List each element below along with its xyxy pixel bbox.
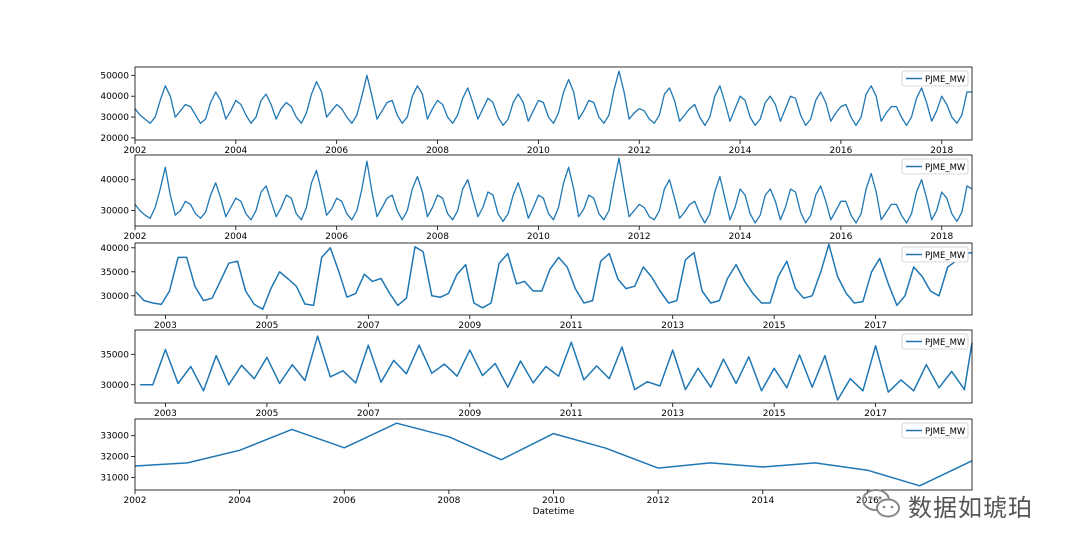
x-tick-label: 2015 — [763, 321, 786, 331]
series-line — [135, 243, 973, 310]
x-tick-label: 2014 — [751, 496, 774, 506]
y-tick-label: 40000 — [100, 92, 129, 102]
x-tick-label: 2005 — [255, 409, 278, 419]
x-tick-label: 2014 — [729, 146, 752, 156]
legend-box — [901, 158, 969, 175]
plot-frame — [134, 66, 973, 141]
x-tick-label: 2003 — [154, 321, 177, 331]
y-tick-label: 30000 — [100, 292, 129, 302]
legend: PJME_MW — [901, 158, 969, 175]
x-tick-label: 2012 — [628, 146, 651, 156]
x-tick-label: 2010 — [527, 146, 550, 156]
x-tick-label: 2002 — [124, 496, 147, 506]
x-tick-label: 2010 — [527, 232, 550, 242]
plot-frame — [134, 329, 973, 404]
series-line — [134, 422, 973, 487]
y-tick-label: 33000 — [100, 432, 129, 442]
watermark: 数据如琥珀 — [860, 486, 1060, 526]
x-tick-label: 2016 — [829, 232, 852, 242]
legend-label: PJME_MW — [925, 251, 966, 261]
x-tick-label: 2008 — [426, 146, 449, 156]
x-tick-label: 2017 — [864, 321, 887, 331]
x-tick-label: 2018 — [930, 146, 953, 156]
legend: PJME_MW — [901, 422, 969, 439]
y-tick-label: 40000 — [100, 244, 129, 254]
legend-box — [901, 246, 969, 263]
x-tick-label: 2016 — [856, 496, 879, 506]
legend-label: PJME_MW — [925, 163, 966, 173]
y-tick-label: 31000 — [100, 473, 129, 483]
x-tick-label: 2004 — [228, 496, 251, 506]
x-tick-label: 2011 — [560, 409, 583, 419]
wechat-icon — [862, 489, 900, 518]
series-line — [134, 157, 973, 224]
y-tick-label: 35000 — [100, 350, 129, 360]
plot-frame — [134, 154, 973, 227]
series-line — [140, 335, 973, 401]
x-tick-label: 2012 — [628, 232, 651, 242]
y-tick-label: 32000 — [100, 453, 129, 463]
legend: PJME_MW — [901, 246, 969, 263]
x-tick-label: 2002 — [124, 146, 147, 156]
y-tick-label: 35000 — [100, 268, 129, 278]
legend-box — [901, 70, 969, 87]
x-tick-label: 2003 — [154, 409, 177, 419]
plot-frame — [134, 418, 973, 491]
subplot-3: 2003 2005 2007 2009 2011 2013 2015 2017 30000 350… — [100, 242, 973, 331]
subplot-1: 2002 2004 2006 2008 2010 2012 2014 2016 2018 2000… — [100, 66, 973, 156]
y-tick-label: 30000 — [100, 207, 129, 217]
x-tick-label: 2015 — [763, 409, 786, 419]
subplot-2: 2002 2004 2006 2008 2010 2012 2014 2016 2018 3000… — [100, 154, 973, 242]
y-tick-label: 30000 — [100, 381, 129, 391]
y-tick-label: 20000 — [100, 134, 129, 144]
subplot-5: 2002 2004 2006 2008 2010 2012 2014 2016 31000 320… — [100, 418, 973, 517]
x-tick-label: 2009 — [458, 409, 481, 419]
x-tick-label: 2018 — [930, 232, 953, 242]
x-tick-label: 2007 — [357, 321, 380, 331]
x-tick-label: 2004 — [224, 232, 247, 242]
legend: PJME_MW — [901, 333, 969, 350]
x-axis-label: Datetime — [533, 507, 575, 517]
watermark-text: 数据如琥珀 — [908, 494, 1033, 522]
x-tick-label: 2005 — [255, 321, 278, 331]
x-tick-label: 2008 — [437, 496, 460, 506]
y-tick-label: 30000 — [100, 113, 129, 123]
x-tick-label: 2006 — [333, 496, 356, 506]
legend-label: PJME_MW — [925, 338, 966, 348]
x-tick-label: 2008 — [426, 232, 449, 242]
x-tick-label: 2012 — [647, 496, 670, 506]
x-tick-label: 2013 — [661, 321, 684, 331]
x-tick-label: 2017 — [864, 409, 887, 419]
y-tick-label: 50000 — [100, 71, 129, 81]
subplot-4: 2003 2005 2007 2009 2011 2013 2015 2017 30000 350… — [100, 329, 973, 419]
x-tick-label: 2014 — [729, 232, 752, 242]
plot-frame — [134, 242, 973, 316]
legend-label: PJME_MW — [925, 75, 966, 85]
x-tick-label: 2016 — [829, 146, 852, 156]
legend: PJME_MW — [901, 70, 969, 87]
legend-box — [901, 422, 969, 439]
x-tick-label: 2002 — [124, 232, 147, 242]
legend-box — [901, 333, 969, 350]
x-tick-label: 2006 — [325, 146, 348, 156]
x-tick-label: 2013 — [661, 409, 684, 419]
x-tick-label: 2011 — [560, 321, 583, 331]
x-tick-label: 2010 — [542, 496, 565, 506]
legend-label: PJME_MW — [925, 427, 966, 437]
x-tick-label: 2004 — [224, 146, 247, 156]
x-tick-label: 2007 — [357, 409, 380, 419]
y-tick-label: 40000 — [100, 176, 129, 186]
x-tick-label: 2006 — [325, 232, 348, 242]
series-line — [134, 70, 972, 127]
x-tick-label: 2009 — [458, 321, 481, 331]
